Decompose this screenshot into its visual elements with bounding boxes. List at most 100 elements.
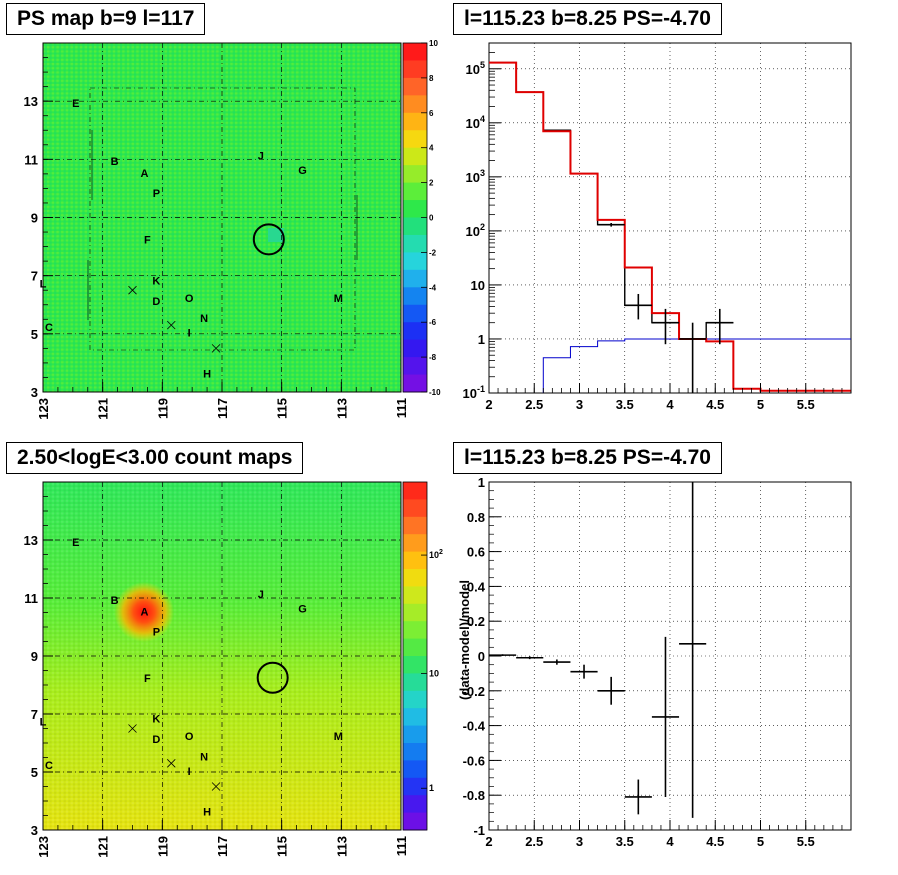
x-tick-label: 119 [155, 398, 170, 419]
colorbar-band [403, 374, 427, 393]
colorbar-band [403, 165, 427, 184]
y-tick-label: 7 [31, 707, 38, 722]
y-tick-label: -0.6 [463, 753, 485, 768]
y-tick-label: 13 [24, 94, 38, 109]
cross-marker [211, 782, 221, 791]
colorbar-band [403, 95, 427, 114]
colorbar-tick-label: 102 [429, 549, 443, 560]
y-tick-label: 0.8 [467, 510, 485, 525]
cross-marker [167, 759, 176, 768]
colorbar-band [403, 130, 427, 149]
y-tick-label: 11 [24, 591, 38, 606]
x-tick-label: 3.5 [616, 397, 634, 412]
colorbar-band [403, 77, 427, 96]
y-tick-label: 0.2 [467, 614, 485, 629]
colorbar-tick-label: 2 [429, 179, 434, 188]
colorbar-band [403, 534, 427, 553]
source-label-f: F [144, 235, 151, 247]
source-label-p: P [153, 188, 160, 200]
source-label-k: K [152, 714, 160, 726]
colorbar-band [403, 551, 427, 570]
cross-marker [211, 344, 221, 353]
y-tick-label: -1 [473, 823, 485, 838]
x-tick-label: 121 [96, 836, 111, 858]
colorbar-tick-label: -4 [429, 283, 437, 292]
residual-data-points [489, 482, 707, 818]
x-tick-label: 4 [666, 397, 674, 412]
colorbar-band [403, 43, 427, 61]
ps-map-grid [43, 43, 401, 392]
colorbar-band [403, 112, 427, 131]
y-tick-label: 9 [31, 649, 38, 664]
y-tick-label: 3 [31, 385, 38, 400]
y-tick-label: 3 [31, 823, 38, 838]
colorbar-band [403, 743, 427, 761]
colorbar-tick-label: 1 [429, 783, 434, 793]
y-tick-label: 0 [478, 649, 485, 664]
cross-marker [167, 320, 176, 330]
x-tick-label: 4.5 [706, 397, 724, 412]
colorbar-band [403, 603, 427, 622]
colorbar-band [403, 339, 427, 358]
x-tick-label: 111 [394, 836, 409, 856]
x-tick-label: 5.5 [797, 397, 815, 412]
source-label-n: N [200, 313, 208, 325]
source-label-a: A [140, 606, 148, 618]
colorbar-band [403, 269, 427, 288]
source-label-o: O [185, 731, 194, 743]
x-tick-label: 3 [576, 834, 583, 849]
colorbar-band [403, 621, 427, 640]
source-label-j: J [258, 589, 264, 601]
source-label-k: K [152, 275, 160, 287]
y-tick-label: 0.4 [467, 579, 486, 594]
colorbar-band [403, 287, 427, 306]
residual-grid [489, 482, 851, 830]
y-tick-label: 105 [466, 60, 485, 77]
colorbar-band [403, 638, 427, 657]
colorbar-band [403, 182, 427, 201]
source-label-n: N [200, 751, 208, 763]
colorbar-band [403, 760, 427, 779]
y-tick-label: -0.4 [463, 719, 486, 734]
spectrum-panel: 2 2.5 3 3.5 4 4.5 5 5.5 10-1 1 10 102 103 104 105 [463, 42, 852, 412]
y-tick-label: 5 [31, 327, 38, 342]
colorbar-band [403, 777, 427, 796]
source-label-h: H [203, 368, 211, 380]
colorbar-band [403, 147, 427, 166]
x-tick-label: 111 [394, 398, 409, 418]
x-tick-label: 121 [96, 398, 111, 420]
source-label-b: B [111, 156, 119, 168]
colorbar-band [403, 586, 427, 605]
colorbar-band [403, 569, 427, 587]
x-tick-label: 117 [215, 836, 230, 857]
colorbar-band [403, 217, 427, 236]
ps-map-blue-spot [268, 228, 284, 242]
x-tick-label: 4.5 [706, 834, 724, 849]
cross-marker [128, 285, 137, 295]
colorbar-band [403, 252, 427, 271]
colorbar-tick-label: 0 [429, 214, 434, 223]
source-label-d: D [152, 296, 160, 308]
source-label-e: E [72, 537, 79, 549]
source-label-i: I [188, 766, 191, 778]
source-label-m: M [334, 731, 343, 743]
x-tick-label: 2 [485, 834, 492, 849]
source-circle [256, 661, 289, 694]
colorbar-tick-label: 10 [429, 39, 438, 48]
colorbar-frame [402, 481, 428, 831]
y-tick-label: 10-1 [463, 384, 485, 401]
colorbar-band [403, 322, 427, 341]
colorbar-band [403, 482, 427, 500]
source-label-p: P [153, 627, 160, 639]
x-tick-label: 5.5 [797, 834, 815, 849]
colorbar-band [403, 725, 427, 744]
x-tick-label: 123 [36, 398, 51, 420]
x-tick-label: 115 [275, 398, 290, 419]
colorbar-band [403, 708, 427, 727]
spectrum-axes: 2 2.5 3 3.5 4 4.5 5 5.5 10-1 1 10 102 103 104 105 [463, 42, 852, 412]
spectrum-series-line [542, 338, 851, 393]
y-tick-label: -0.2 [463, 684, 485, 699]
